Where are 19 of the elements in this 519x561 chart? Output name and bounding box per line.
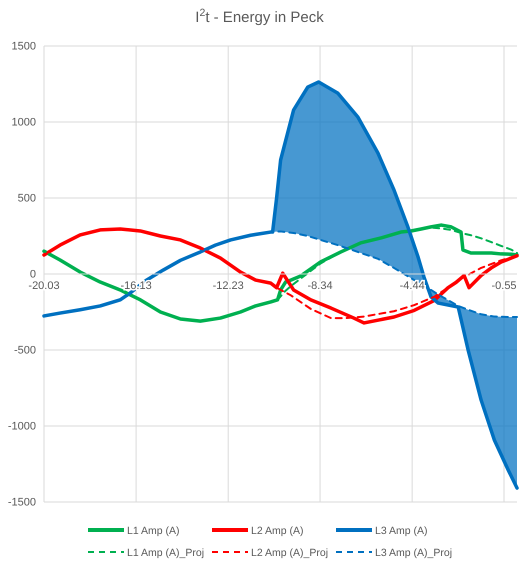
- legend-label: L2 Amp (A)_Proj: [251, 547, 328, 559]
- y-tick-label: 1000: [12, 116, 36, 129]
- chart-title: I$^{2}$t - Energy in Peck: [195, 7, 324, 26]
- legend-label: L2 Amp (A): [251, 525, 304, 537]
- x-tick-label: -8.34: [308, 280, 333, 292]
- y-tick-label: 500: [18, 192, 36, 205]
- y-tick-label: -1000: [8, 420, 36, 433]
- x-tick-label: -0.55: [491, 280, 517, 292]
- y-tick-label: 1500: [12, 40, 36, 53]
- x-tick-label: -20.03: [28, 280, 60, 292]
- x-tick-label: -4.44: [400, 280, 425, 292]
- legend-label: L1 Amp (A)_Proj: [127, 547, 204, 559]
- legend-label: L3 Amp (A)_Proj: [375, 547, 452, 559]
- legend-label: L1 Amp (A): [127, 525, 180, 537]
- y-tick-label: -1500: [8, 496, 36, 509]
- y-tick-label: -500: [14, 344, 36, 357]
- legend-label: L3 Amp (A): [375, 525, 428, 537]
- y-tick-label: 0: [30, 268, 36, 281]
- x-tick-label: -12.23: [212, 280, 244, 292]
